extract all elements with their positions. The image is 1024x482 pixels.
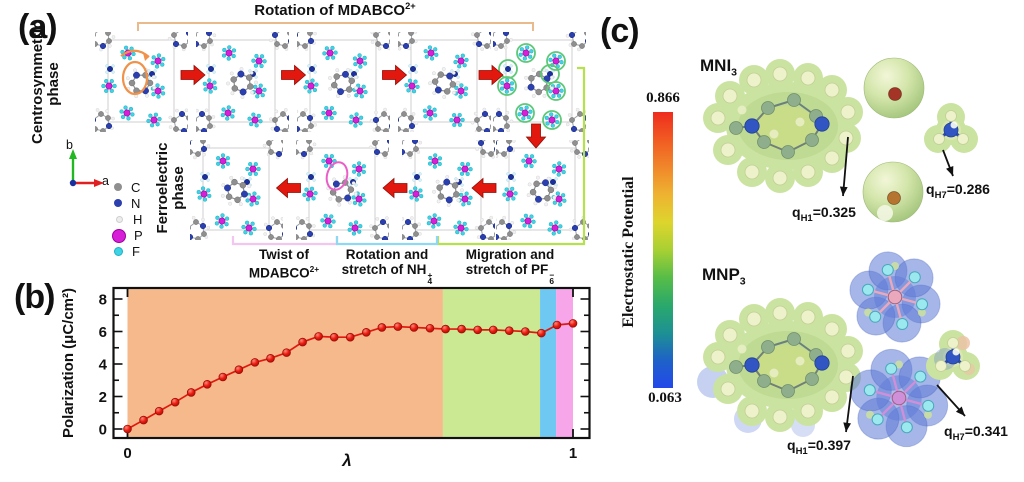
charge-annotation-mni3-h7: qH7=0.286 bbox=[926, 181, 990, 201]
colorbar bbox=[653, 112, 673, 388]
charge-annotation-mnp3-h7: qH7=0.341 bbox=[944, 423, 1008, 443]
hydrogen-dot-icon bbox=[116, 215, 123, 223]
process-label-twist: Twist of MDABCO2+ bbox=[248, 247, 320, 281]
panel-c-label: (c) bbox=[600, 12, 640, 50]
svg-text:8: 8 bbox=[99, 292, 107, 309]
svg-text:4: 4 bbox=[99, 357, 108, 374]
crystal-structure-tile-7 bbox=[296, 140, 389, 240]
legend-item-hydrogen: H bbox=[114, 211, 143, 227]
svg-text:6: 6 bbox=[99, 324, 107, 341]
ferroelectric-phase-label: Ferroelectric phase bbox=[154, 142, 187, 234]
process-label-migration-pf6: Migration and stretch of PF −6 bbox=[465, 247, 555, 287]
process-label-rotation-nh4: Rotation and stretch of NH +4 bbox=[341, 247, 433, 287]
legend-item-fluorine: F bbox=[114, 244, 143, 260]
phosphorus-dot-icon bbox=[112, 228, 126, 243]
polarization-chart: 0 2 4 6 8 0 1 bbox=[99, 286, 591, 462]
charge-annotation-mnp3-h1: qH1=0.397 bbox=[787, 437, 851, 457]
carbon-dot-icon bbox=[114, 183, 122, 192]
crystal-structure-tile-2 bbox=[196, 32, 289, 132]
crystal-structure-tile-3 bbox=[297, 32, 390, 132]
crystal-structure-tile-4 bbox=[398, 32, 491, 132]
centrosymmetric-phase-label: Centrosymmetric phase bbox=[29, 20, 62, 144]
x-axis-title: λ bbox=[342, 451, 352, 470]
legend-item-carbon: C bbox=[114, 179, 143, 195]
legend-item-nitrogen: N bbox=[114, 195, 143, 211]
svg-text:2: 2 bbox=[99, 389, 107, 406]
fluorine-dot-icon bbox=[114, 247, 123, 257]
panel-b-label: (b) bbox=[14, 278, 55, 316]
crystal-structure-tile-1 bbox=[95, 32, 188, 132]
crystal-structure-tile-8 bbox=[402, 140, 495, 240]
rotation-of-mdabco-label: Rotation of MDABCO2+ bbox=[215, 1, 455, 19]
rotation-label-text: Rotation of MDABCO bbox=[254, 2, 406, 19]
svg-text:0: 0 bbox=[123, 445, 131, 462]
colorbar-max-value: 0.866 bbox=[646, 90, 680, 106]
colorbar-title: Electrostatic Potential bbox=[620, 176, 637, 328]
colorbar-min-value: 0.063 bbox=[648, 390, 682, 406]
crystal-structure-tile-5 bbox=[493, 32, 586, 132]
legend-item-phosphorus: P bbox=[112, 228, 143, 244]
panel-a-label: (a) bbox=[18, 8, 58, 46]
mni3-label: MNI3 bbox=[700, 56, 738, 79]
svg-text:1: 1 bbox=[569, 445, 577, 462]
svg-text:0: 0 bbox=[99, 422, 107, 439]
nitrogen-dot-icon bbox=[114, 199, 122, 208]
rotation-label-sup: 2+ bbox=[405, 1, 416, 11]
mnp3-label: MNP3 bbox=[702, 265, 746, 288]
crystal-structure-tile-9 bbox=[496, 140, 589, 240]
axis-b-label: b bbox=[66, 138, 73, 152]
axis-a-label: a bbox=[102, 174, 109, 188]
crystal-structure-tile-6 bbox=[190, 140, 283, 240]
atom-legend: C N H P F bbox=[112, 179, 143, 260]
charge-annotation-mni3-h1: qH1=0.325 bbox=[792, 204, 856, 224]
